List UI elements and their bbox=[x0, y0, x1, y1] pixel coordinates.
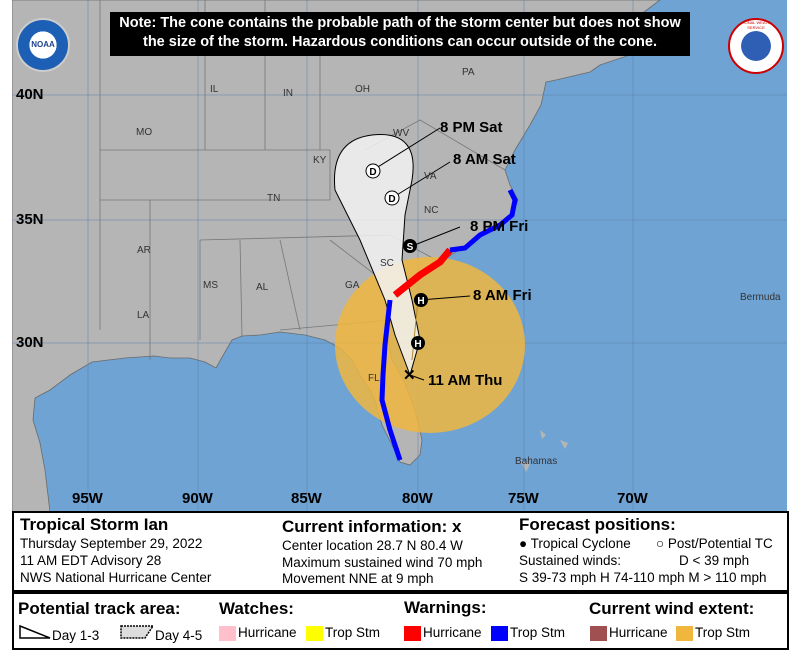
hurricane-warning-legend: Hurricane bbox=[404, 625, 482, 641]
intensity-categories: S 39-73 mph H 74-110 mph M > 110 mph bbox=[519, 570, 767, 585]
state-label: KY bbox=[313, 155, 327, 166]
note-line-1: Note: The cone contains the probable pat… bbox=[119, 15, 681, 31]
state-label: WV bbox=[393, 128, 410, 139]
cone-day13-icon bbox=[19, 624, 51, 639]
lon-label: 75W bbox=[508, 490, 539, 507]
tc-legend: ● Tropical Cyclone bbox=[519, 536, 631, 551]
map: ✕ H H S D D bbox=[12, 0, 787, 512]
lon-label: 95W bbox=[72, 490, 103, 507]
trop-storm-watch-legend: Trop Stm bbox=[306, 625, 380, 641]
legend-panel: Potential track area: Day 1-3 Day 4-5 Wa… bbox=[12, 592, 789, 650]
state-label: TN bbox=[267, 193, 281, 204]
marker-symbol: D bbox=[369, 167, 376, 178]
lon-label: 70W bbox=[617, 490, 648, 507]
state-label: NC bbox=[424, 205, 439, 216]
marker-symbol: H bbox=[414, 339, 421, 350]
hurricane-wind-legend: Hurricane bbox=[590, 625, 668, 641]
max-wind: Maximum sustained wind 70 mph bbox=[282, 555, 483, 570]
nws-logo: NATIONAL WEATHER SERVICE bbox=[728, 18, 784, 74]
forecast-title: Forecast positions: bbox=[519, 515, 676, 534]
trop-storm-wind-legend: Trop Stm bbox=[676, 625, 750, 641]
issuing-center: NWS National Hurricane Center bbox=[20, 570, 212, 585]
trop-storm-warning-legend: Trop Stm bbox=[491, 625, 565, 641]
state-label: LA bbox=[137, 310, 150, 321]
marker-symbol: S bbox=[407, 242, 414, 253]
lon-label: 85W bbox=[291, 490, 322, 507]
state-label: MS bbox=[203, 280, 218, 291]
forecast-label-8pm-fri: 8 PM Fri bbox=[470, 218, 529, 235]
state-label: GA bbox=[345, 280, 360, 291]
day45-legend: Day 4-5 bbox=[117, 624, 202, 644]
noaa-logo: NOAA bbox=[16, 18, 70, 72]
warnings-title: Warnings: bbox=[404, 598, 487, 617]
track-area-title: Potential track area: bbox=[18, 599, 181, 618]
state-label: AL bbox=[256, 282, 269, 293]
state-label: FL bbox=[368, 373, 380, 384]
center-location: Center location 28.7 N 80.4 W bbox=[282, 538, 463, 553]
state-label: IL bbox=[210, 84, 219, 95]
current-info-title: Current information: x bbox=[282, 517, 462, 536]
land bbox=[12, 0, 661, 512]
state-label: MO bbox=[136, 127, 153, 138]
trop-storm-warning-nc bbox=[449, 188, 518, 253]
forecast-markers: H H S D D bbox=[365, 163, 428, 350]
wind-extent-title: Current wind extent: bbox=[589, 599, 755, 618]
cone-day45-icon bbox=[120, 625, 155, 639]
state-label: VA bbox=[424, 171, 437, 182]
forecast-label-8am-sat: 8 AM Sat bbox=[453, 151, 516, 168]
cone-note: Note: The cone contains the probable pat… bbox=[110, 12, 690, 56]
post-tc-legend: ○ Post/Potential TC bbox=[656, 536, 773, 551]
watches-title: Watches: bbox=[219, 599, 294, 618]
hurricane-warning bbox=[392, 247, 453, 298]
bahamas-islands bbox=[520, 430, 568, 472]
lon-label: 90W bbox=[182, 490, 213, 507]
trop-storm-wind-extent bbox=[335, 257, 525, 433]
marker-symbol: H bbox=[417, 296, 424, 307]
leader-lines bbox=[372, 127, 471, 381]
day13-legend: Day 1-3 bbox=[18, 624, 99, 644]
state-label: OH bbox=[355, 84, 370, 95]
state-label: SC bbox=[380, 258, 394, 269]
lon-label: 80W bbox=[402, 490, 433, 507]
note-line-2: the size of the storm. Hazardous conditi… bbox=[142, 34, 657, 50]
bahamas-label: Bahamas bbox=[515, 456, 558, 467]
lat-label: 40N bbox=[16, 86, 44, 103]
hurricane-watch-legend: Hurricane bbox=[219, 625, 297, 641]
lat-label: 30N bbox=[16, 334, 44, 351]
storm-name: Tropical Storm Ian bbox=[20, 515, 169, 534]
forecast-label-8pm-sat: 8 PM Sat bbox=[440, 119, 503, 136]
forecast-label-11am-thu: 11 AM Thu bbox=[428, 372, 503, 389]
current-position-x: ✕ bbox=[403, 367, 416, 384]
sustained-winds: Sustained winds: bbox=[519, 553, 622, 568]
lat-label: 35N bbox=[16, 211, 44, 228]
trop-storm-warning-fl bbox=[379, 299, 403, 461]
bermuda-label: Bermuda bbox=[740, 292, 781, 303]
advisory-number: 11 AM EDT Advisory 28 bbox=[20, 553, 162, 568]
d-category: D < 39 mph bbox=[679, 553, 750, 568]
movement: Movement NNE at 9 mph bbox=[282, 571, 434, 586]
state-label: AR bbox=[137, 245, 151, 256]
marker-symbol: D bbox=[388, 194, 395, 205]
state-label: IN bbox=[283, 88, 293, 99]
forecast-label-8am-fri: 8 AM Fri bbox=[473, 287, 532, 304]
advisory-date: Thursday September 29, 2022 bbox=[20, 536, 203, 551]
info-panel: Tropical Storm Ian Thursday September 29… bbox=[12, 511, 789, 592]
state-label: PA bbox=[462, 67, 475, 78]
